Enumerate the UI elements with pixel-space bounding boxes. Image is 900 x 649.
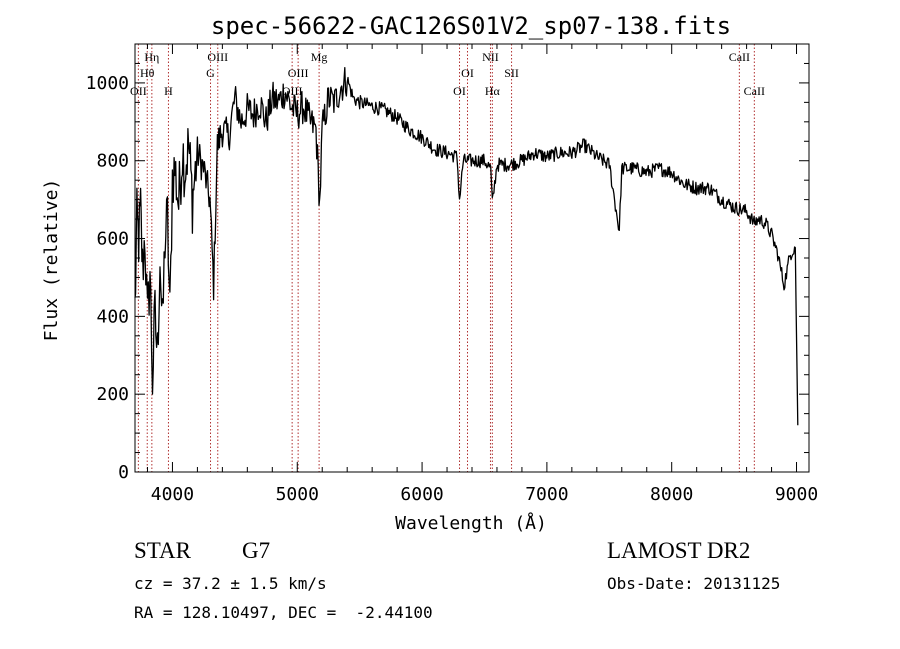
spectrum-line <box>134 67 799 426</box>
line-label: G <box>206 66 215 80</box>
axis-ticks <box>135 43 809 473</box>
line-label: Hα <box>485 84 501 98</box>
line-label: SII <box>504 66 519 80</box>
x-tick-label: 8000 <box>650 484 693 505</box>
line-label: OIII <box>282 84 303 98</box>
x-tick-label: 7000 <box>525 484 568 505</box>
x-tick-labels: 4000 5000 6000 7000 8000 9000 <box>151 484 818 505</box>
y-tick-label: 600 <box>96 229 129 250</box>
line-label: OII <box>130 84 147 98</box>
line-label: H <box>164 84 173 98</box>
y-tick-label: 0 <box>118 462 129 483</box>
emission-line-markers <box>137 44 755 472</box>
y-axis-label: Flux (relative) <box>41 179 62 342</box>
y-tick-label: 1000 <box>86 73 129 94</box>
object-class: STAR <box>134 538 191 563</box>
observation-date: Obs-Date: 20131125 <box>607 574 781 593</box>
spectrum-chart: spec-56622-GAC126S01V2_sp07-138.fits OII… <box>41 12 818 534</box>
coordinates-readout: RA = 128.10497, DEC = -2.44100 <box>134 603 433 622</box>
line-label: OI <box>461 66 474 80</box>
line-label: OIII <box>207 50 228 64</box>
x-axis-label: Wavelength (Å) <box>395 512 547 534</box>
line-label: Hη <box>144 50 159 64</box>
chart-title: spec-56622-GAC126S01V2_sp07-138.fits <box>211 12 731 40</box>
y-tick-label: 400 <box>96 306 129 327</box>
emission-line-labels: OIIHθHηHGOIIIOIIIOIIIMgOIOINIIHαSIICaIIC… <box>130 50 765 98</box>
line-label: OIII <box>288 66 309 80</box>
line-label: CaII <box>744 84 765 98</box>
line-label: Hθ <box>140 66 155 80</box>
line-label: CaII <box>729 50 750 64</box>
plot-frame <box>134 43 810 473</box>
y-tick-label: 200 <box>96 384 129 405</box>
survey-name: LAMOST DR2 <box>607 538 751 563</box>
x-tick-label: 4000 <box>151 484 194 505</box>
y-tick-labels: 0 200 400 600 800 1000 <box>86 73 129 483</box>
x-tick-label: 6000 <box>400 484 443 505</box>
line-label: NII <box>482 50 499 64</box>
line-label: Mg <box>311 50 328 64</box>
x-tick-label: 9000 <box>775 484 818 505</box>
y-tick-label: 800 <box>96 151 129 172</box>
x-tick-label: 5000 <box>276 484 319 505</box>
redshift-readout: cz = 37.2 ± 1.5 km/s <box>134 574 327 593</box>
line-label: OI <box>453 84 466 98</box>
object-subclass: G7 <box>242 538 271 563</box>
